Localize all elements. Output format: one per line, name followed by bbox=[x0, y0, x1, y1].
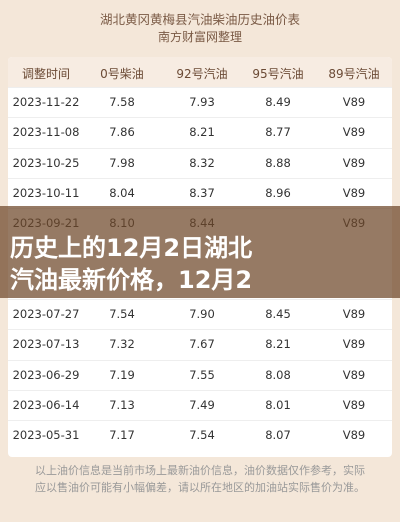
row-divider bbox=[8, 359, 392, 361]
subtitle: 南方财富网整理 bbox=[157, 30, 242, 44]
table-cell: V89 bbox=[342, 185, 366, 200]
overlay-text: 历史上的12月2日湖北 bbox=[10, 234, 253, 262]
table-cell: 7.98 bbox=[109, 155, 135, 170]
table-cell: V89 bbox=[342, 428, 366, 443]
column-header: 92号汽油 bbox=[176, 67, 228, 81]
row-divider bbox=[8, 299, 392, 301]
table-cell: 7.86 bbox=[109, 125, 135, 140]
table-cell: V89 bbox=[342, 125, 366, 140]
table-cell: 7.19 bbox=[109, 367, 135, 382]
table-cell: 8.08 bbox=[265, 367, 291, 382]
column-header: 调整时间 bbox=[21, 67, 70, 81]
table-cell: 8.21 bbox=[265, 337, 291, 352]
table-cell: 7.17 bbox=[109, 428, 135, 443]
table-header bbox=[8, 57, 392, 87]
column-header: 95号汽油 bbox=[252, 67, 304, 81]
table-cell: V89 bbox=[342, 155, 366, 170]
table-cell: 2023-06-29 bbox=[12, 367, 80, 382]
table-cell: V89 bbox=[342, 337, 366, 352]
table-cell: 8.21 bbox=[189, 125, 215, 140]
table-cell: 7.49 bbox=[189, 398, 215, 412]
table-cell: 7.67 bbox=[189, 337, 215, 352]
row-divider bbox=[8, 147, 392, 149]
table-cell: 8.49 bbox=[265, 95, 291, 109]
table-cell: 8.01 bbox=[265, 398, 291, 412]
row-divider bbox=[8, 420, 392, 422]
table-cell: 2023-05-31 bbox=[12, 428, 80, 443]
table-cell: V89 bbox=[342, 367, 366, 382]
table-cell: 7.54 bbox=[189, 428, 215, 443]
table-cell: 7.90 bbox=[189, 307, 215, 322]
table-cell: 2023-11-22 bbox=[12, 95, 80, 109]
table-cell: V89 bbox=[342, 307, 366, 322]
footer-note: 以上油价信息是当前市场上最新油价信息，油价数据仅作参考，实际应以售油价可能有小幅… bbox=[35, 464, 365, 494]
overlay-band bbox=[0, 206, 400, 298]
table-cell: V89 bbox=[342, 95, 366, 109]
overlay-text: 汽油最新价格，12月2 bbox=[10, 266, 253, 294]
column-header: 0号柴油 bbox=[100, 67, 144, 81]
row-divider bbox=[8, 329, 392, 331]
table-cell: 7.93 bbox=[189, 95, 215, 109]
table-cell: 7.58 bbox=[109, 95, 135, 109]
table-cell: 8.88 bbox=[265, 155, 291, 170]
table-cell: 7.32 bbox=[109, 337, 135, 352]
row-divider bbox=[8, 177, 392, 179]
table-cell: 2023-07-27 bbox=[12, 307, 80, 322]
table-cell: 2023-06-14 bbox=[12, 398, 80, 412]
table-cell: V89 bbox=[342, 398, 366, 412]
table-cell: 8.04 bbox=[109, 185, 135, 200]
table-cell: 2023-07-13 bbox=[12, 337, 80, 352]
row-divider bbox=[8, 117, 392, 119]
column-header: 89号汽油 bbox=[328, 67, 380, 81]
table-cell: 7.13 bbox=[109, 398, 135, 412]
row-divider bbox=[8, 390, 392, 391]
table-cell: 7.55 bbox=[189, 367, 215, 382]
row-divider bbox=[8, 87, 392, 88]
table-cell: 8.32 bbox=[189, 155, 215, 170]
table-cell: 2023-10-11 bbox=[12, 185, 80, 200]
title: 湖北黄冈黄梅县汽油柴油历史油价表 bbox=[99, 12, 300, 27]
table-cell: 8.77 bbox=[265, 125, 291, 140]
table-cell: 8.96 bbox=[265, 185, 291, 200]
table-cell: 8.45 bbox=[265, 307, 291, 322]
table-cell: 8.37 bbox=[189, 185, 215, 200]
table-cell: 7.54 bbox=[109, 307, 135, 322]
table-cell: 2023-10-25 bbox=[12, 155, 80, 170]
table-cell: 8.07 bbox=[265, 428, 291, 443]
table-cell: 2023-11-08 bbox=[12, 125, 80, 140]
